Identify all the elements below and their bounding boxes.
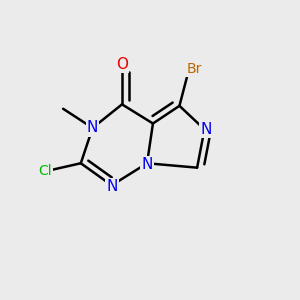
Text: Cl: Cl xyxy=(39,164,52,178)
Text: N: N xyxy=(106,179,117,194)
Text: O: O xyxy=(116,57,128,72)
Text: N: N xyxy=(87,120,98,135)
Text: N: N xyxy=(141,157,153,172)
Text: N: N xyxy=(200,122,211,137)
Text: Br: Br xyxy=(187,62,202,76)
